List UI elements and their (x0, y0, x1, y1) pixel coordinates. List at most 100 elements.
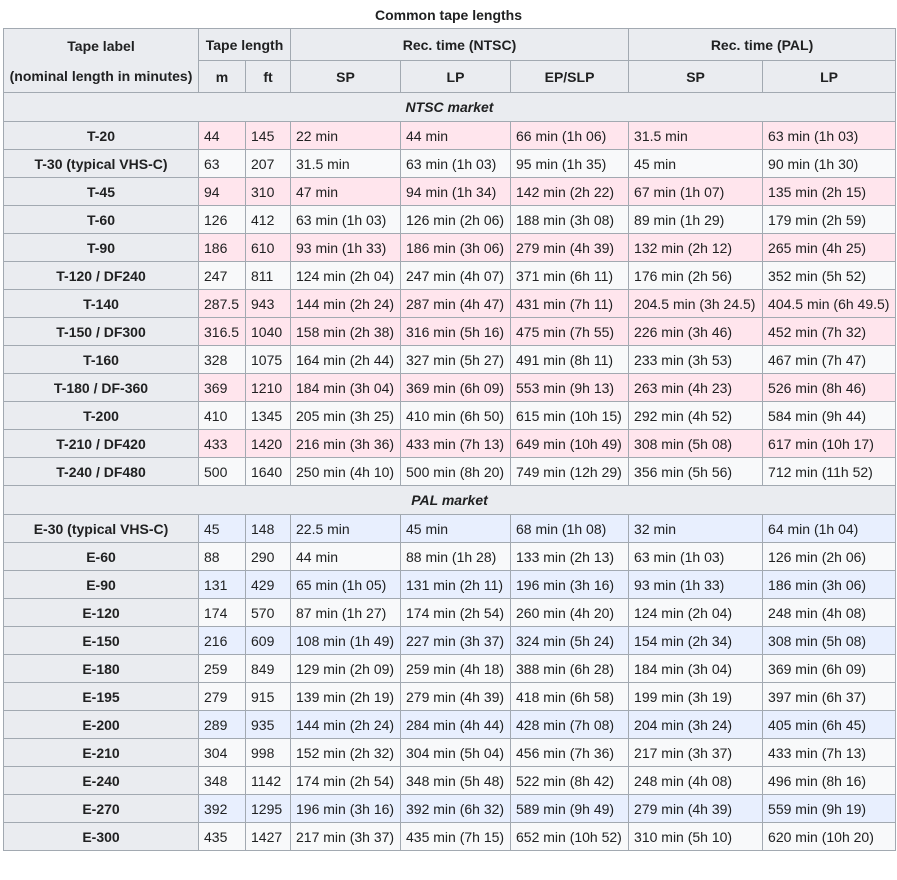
cell-pal-sp: 226 min (3h 46) (628, 317, 764, 346)
cell-ft: 811 (245, 261, 291, 290)
table-row: T-180 / DF-360 369 1210 184 min (3h 04) 369 … (3, 373, 897, 402)
section-title: NTSC market (2, 92, 897, 122)
tape-lengths-table: Tape label (nominal length in minutes) T… (2, 28, 897, 851)
row-tape-label: E-150 (3, 626, 199, 655)
row-tape-label: E-30 (typical VHS-C) (3, 514, 199, 543)
cell-ft: 290 (245, 542, 291, 571)
row-tape-label: T-200 (3, 401, 199, 430)
row-tape-label: T-140 (3, 289, 199, 318)
cell-pal-lp: 712 min (11h 52) (762, 457, 897, 486)
table-row: E-195 279 915 139 min (2h 19) 279 min (4h 39… (3, 682, 897, 711)
cell-ft: 1427 (245, 822, 291, 851)
cell-pal-sp: 63 min (1h 03) (628, 542, 764, 571)
cell-m: 369 (198, 373, 246, 402)
header-ntsc-lp: LP (400, 60, 511, 93)
cell-pal-sp: 233 min (3h 53) (628, 345, 764, 374)
row-tape-label: E-90 (3, 570, 199, 599)
row-tape-label: E-195 (3, 682, 199, 711)
cell-ntsc-ep-slp: 324 min (5h 24) (509, 626, 630, 655)
cell-ft: 310 (245, 177, 291, 206)
table-row: T-200 410 1345 205 min (3h 25) 410 min (6h 5… (3, 401, 897, 430)
cell-ntsc-sp: 217 min (3h 37) (290, 822, 401, 851)
table-caption: Common tape lengths (374, 7, 522, 23)
cell-m: 500 (198, 457, 246, 486)
cell-ft: 1640 (245, 457, 291, 486)
table-row: E-30 (typical VHS-C) 45 148 22.5 min 45 min 6… (3, 514, 897, 543)
cell-ntsc-sp: 216 min (3h 36) (290, 429, 401, 458)
cell-pal-lp: 496 min (8h 16) (762, 766, 897, 795)
header-ntsc-sp: SP (290, 60, 401, 93)
cell-ntsc-ep-slp: 522 min (8h 42) (509, 766, 630, 795)
header-tape-label: Tape label (nominal length in minutes) (3, 28, 199, 93)
cell-pal-sp: 263 min (4h 23) (628, 373, 764, 402)
cell-pal-lp: 352 min (5h 52) (762, 261, 897, 290)
table-row: T-140 287.5 943 144 min (2h 24) 287 min (4h … (3, 289, 897, 318)
table-row: E-210 304 998 152 min (2h 32) 304 min (5h 04… (3, 738, 897, 767)
cell-ntsc-lp: 88 min (1h 28) (400, 542, 511, 571)
cell-pal-sp: 199 min (3h 19) (628, 682, 764, 711)
cell-ntsc-sp: 205 min (3h 25) (290, 401, 401, 430)
cell-ntsc-ep-slp: 371 min (6h 11) (509, 261, 630, 290)
cell-pal-lp: 404.5 min (6h 49.5) (762, 289, 897, 318)
row-tape-label: E-60 (3, 542, 199, 571)
cell-pal-lp: 620 min (10h 20) (762, 822, 897, 851)
cell-pal-sp: 124 min (2h 04) (628, 598, 764, 627)
cell-ntsc-lp: 63 min (1h 03) (400, 149, 511, 178)
row-tape-label: T-150 / DF300 (3, 317, 199, 346)
cell-m: 289 (198, 710, 246, 739)
cell-ntsc-sp: 87 min (1h 27) (290, 598, 401, 627)
cell-ntsc-sp: 250 min (4h 10) (290, 457, 401, 486)
row-tape-label: T-240 / DF480 (3, 457, 199, 486)
cell-m: 304 (198, 738, 246, 767)
row-tape-label: T-180 / DF-360 (3, 373, 199, 402)
cell-ft: 570 (245, 598, 291, 627)
cell-pal-lp: 63 min (1h 03) (762, 121, 897, 150)
cell-ntsc-ep-slp: 388 min (6h 28) (509, 654, 630, 683)
table-body: NTSC market T-20 44 145 22 min 44 min 66 min (… (2, 92, 897, 851)
cell-m: 328 (198, 345, 246, 374)
cell-pal-sp: 204 min (3h 24) (628, 710, 764, 739)
cell-ntsc-sp: 144 min (2h 24) (290, 289, 401, 318)
cell-ntsc-lp: 369 min (6h 09) (400, 373, 511, 402)
cell-ntsc-lp: 259 min (4h 18) (400, 654, 511, 683)
header-tape-label-title: Tape label (67, 37, 135, 54)
cell-ntsc-ep-slp: 749 min (12h 29) (509, 457, 630, 486)
cell-m: 279 (198, 682, 246, 711)
cell-ntsc-lp: 287 min (4h 47) (400, 289, 511, 318)
cell-pal-sp: 32 min (628, 514, 764, 543)
cell-ntsc-ep-slp: 652 min (10h 52) (509, 822, 630, 851)
cell-ntsc-ep-slp: 491 min (8h 11) (509, 345, 630, 374)
cell-ntsc-sp: 22 min (290, 121, 401, 150)
cell-pal-lp: 126 min (2h 06) (762, 542, 897, 571)
cell-m: 216 (198, 626, 246, 655)
table-row: T-45 94 310 47 min 94 min (1h 34) 142 min (2h… (3, 177, 897, 206)
cell-ntsc-ep-slp: 188 min (3h 08) (509, 205, 630, 234)
cell-m: 316.5 (198, 317, 246, 346)
header-m: m (198, 60, 246, 93)
cell-ntsc-ep-slp: 279 min (4h 39) (509, 233, 630, 262)
section-title: PAL market (2, 485, 897, 515)
cell-ntsc-sp: 47 min (290, 177, 401, 206)
cell-ntsc-lp: 227 min (3h 37) (400, 626, 511, 655)
table-row: T-210 / DF420 433 1420 216 min (3h 36) 433 m… (3, 429, 897, 458)
row-tape-label: T-60 (3, 205, 199, 234)
cell-pal-sp: 67 min (1h 07) (628, 177, 764, 206)
cell-ft: 915 (245, 682, 291, 711)
cell-pal-sp: 279 min (4h 39) (628, 794, 764, 823)
cell-ntsc-lp: 131 min (2h 11) (400, 570, 511, 599)
cell-ntsc-ep-slp: 475 min (7h 55) (509, 317, 630, 346)
cell-ntsc-lp: 247 min (4h 07) (400, 261, 511, 290)
cell-m: 247 (198, 261, 246, 290)
cell-pal-lp: 90 min (1h 30) (762, 149, 897, 178)
cell-ft: 1295 (245, 794, 291, 823)
cell-pal-sp: 308 min (5h 08) (628, 429, 764, 458)
cell-pal-lp: 452 min (7h 32) (762, 317, 897, 346)
cell-ntsc-ep-slp: 418 min (6h 58) (509, 682, 630, 711)
cell-pal-lp: 186 min (3h 06) (762, 570, 897, 599)
cell-ntsc-sp: 93 min (1h 33) (290, 233, 401, 262)
cell-ntsc-sp: 144 min (2h 24) (290, 710, 401, 739)
table-row: E-90 131 429 65 min (1h 05) 131 min (2h 11) 1… (3, 570, 897, 599)
cell-ntsc-ep-slp: 260 min (4h 20) (509, 598, 630, 627)
row-tape-label: E-210 (3, 738, 199, 767)
cell-pal-lp: 433 min (7h 13) (762, 738, 897, 767)
